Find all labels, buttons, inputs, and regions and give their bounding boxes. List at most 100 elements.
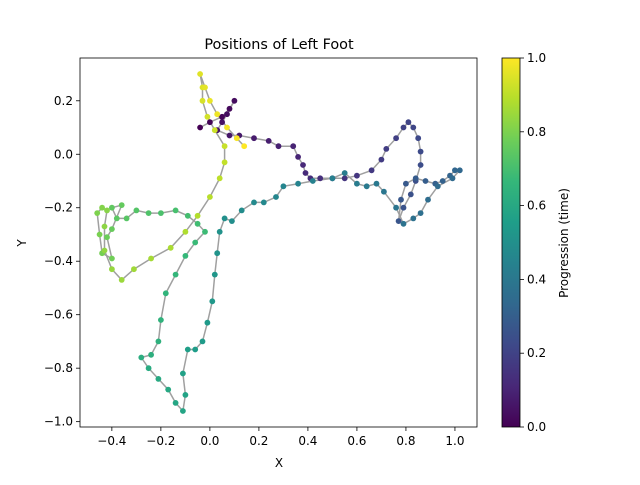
data-point (123, 215, 130, 222)
data-point (202, 84, 208, 91)
data-point (452, 167, 458, 174)
data-point (118, 202, 125, 209)
data-point (341, 175, 348, 182)
data-point (219, 119, 226, 126)
data-point (395, 218, 402, 225)
data-point (226, 132, 233, 139)
data-point (403, 180, 409, 187)
data-point (300, 162, 306, 168)
data-point (109, 204, 115, 211)
colorbar-tick-label: 0.0 (527, 420, 546, 434)
data-point (378, 156, 385, 163)
data-point (214, 111, 221, 118)
data-point (172, 271, 179, 278)
data-point (290, 143, 297, 150)
data-point (373, 180, 380, 187)
data-point (233, 135, 240, 142)
data-point (199, 97, 206, 104)
data-point (449, 175, 456, 182)
data-point (209, 298, 216, 305)
data-point (400, 124, 407, 131)
data-point (172, 207, 179, 214)
x-tick-label: 1.0 (445, 434, 464, 448)
data-point (381, 188, 387, 195)
data-point (405, 119, 412, 126)
data-point (393, 204, 399, 211)
data-point (204, 113, 211, 120)
data-point (158, 317, 164, 323)
data-point (400, 204, 407, 211)
data-point (226, 105, 233, 112)
x-tick-label: −0.2 (146, 434, 175, 448)
data-point (354, 180, 360, 187)
data-point (194, 220, 201, 227)
data-point (155, 338, 162, 345)
data-point (251, 135, 257, 142)
data-point (410, 124, 417, 131)
colorbar-tick-label: 0.2 (527, 346, 546, 360)
data-point (221, 215, 228, 222)
y-tick-label: −1.0 (44, 415, 73, 429)
data-point (415, 135, 422, 142)
data-point (216, 175, 223, 182)
data-point (216, 228, 223, 235)
data-point (265, 138, 272, 144)
data-point (214, 250, 221, 257)
colorbar-tick-label: 1.0 (527, 51, 546, 65)
data-point (145, 210, 152, 217)
data-point (197, 124, 204, 131)
data-point (224, 124, 230, 131)
x-tick-label: 0.6 (347, 434, 366, 448)
data-point (417, 210, 424, 217)
data-point (341, 170, 348, 176)
data-point (194, 212, 201, 219)
plot-area: −0.4 −0.2 0.0 0.2 0.4 0.6 0.8 1.0 −1.0 −0.8 −0.6 −0… (44, 57, 478, 448)
data-point (184, 212, 191, 219)
colorbar-tick-label: 0.4 (527, 272, 546, 286)
y-tick-label: 0.0 (54, 147, 73, 161)
y-tick-label: −0.4 (44, 254, 73, 268)
data-point (317, 175, 324, 182)
data-point (221, 143, 228, 150)
data-point (199, 338, 206, 345)
data-point (172, 400, 179, 406)
y-tick-label: −0.8 (44, 361, 73, 375)
data-point (302, 170, 309, 176)
data-point (101, 247, 108, 254)
data-point (148, 255, 155, 262)
data-point (165, 386, 172, 393)
trajectory-line (96, 73, 462, 413)
data-point (104, 207, 110, 214)
data-point (417, 162, 424, 168)
x-tick-label: 0.4 (298, 434, 317, 448)
data-point (113, 215, 120, 222)
data-point (238, 207, 245, 214)
data-point (162, 290, 169, 297)
data-point (221, 159, 228, 166)
data-point (145, 365, 152, 372)
data-point (410, 215, 417, 222)
data-point (96, 231, 103, 238)
data-point (167, 244, 174, 251)
colorbar-tick-label: 0.8 (527, 125, 546, 139)
data-point (207, 97, 213, 104)
data-point (398, 196, 404, 203)
data-point (99, 204, 105, 211)
data-point (192, 239, 199, 246)
data-point (219, 113, 226, 120)
data-point (94, 210, 101, 217)
data-point (180, 408, 186, 414)
data-point (400, 220, 407, 227)
colorbar-tick-label: 0.6 (527, 199, 546, 213)
data-point (434, 183, 441, 190)
data-point (439, 178, 446, 184)
data-point (109, 226, 115, 233)
data-point (231, 97, 238, 104)
data-point (133, 207, 140, 214)
data-point (118, 277, 125, 283)
x-tick-label: −0.4 (97, 434, 126, 448)
data-point (109, 255, 115, 262)
data-point (204, 319, 211, 326)
data-point (275, 143, 282, 150)
